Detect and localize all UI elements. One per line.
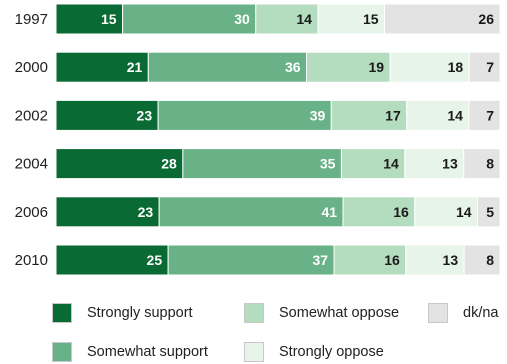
legend-label: Strongly oppose	[279, 344, 384, 360]
legend-item-strongly-oppose: Strongly oppose	[244, 341, 384, 363]
data-label: 21	[127, 59, 143, 75]
data-label: 23	[138, 204, 154, 220]
data-label: 14	[456, 204, 472, 220]
bar-segment	[55, 148, 184, 180]
data-label: 30	[234, 11, 250, 27]
bar-segment	[414, 196, 479, 228]
bar-segment	[463, 148, 501, 180]
bar-segment	[389, 51, 470, 83]
data-label: 37	[312, 252, 328, 268]
bar-segment	[158, 196, 344, 228]
bar-segment	[182, 148, 342, 180]
bar-segment	[55, 99, 159, 131]
legend-item-dk-na: dk/na	[428, 302, 498, 324]
bar-segment	[404, 148, 465, 180]
data-label: 25	[147, 252, 163, 268]
legend-label: dk/na	[463, 305, 499, 321]
data-label: 41	[321, 204, 337, 220]
bar-segment	[306, 51, 391, 83]
bar-segment	[55, 244, 169, 276]
data-label: 28	[161, 156, 177, 172]
bar-segment	[333, 244, 407, 276]
legend-label: Strongly support	[87, 305, 193, 321]
data-label: 16	[384, 252, 400, 268]
data-label: 7	[486, 59, 494, 75]
bar-segment	[384, 3, 501, 35]
legend-item-strongly-support: Strongly support	[52, 302, 193, 324]
y-tick-label: 2004	[15, 156, 48, 173]
data-label: 18	[448, 59, 464, 75]
legend-item-somewhat-support: Somewhat support	[52, 341, 208, 363]
bar-segment	[122, 3, 257, 35]
y-tick-label: 2002	[15, 107, 48, 124]
data-label: 8	[486, 156, 494, 172]
data-label: 14	[447, 107, 463, 123]
data-label: 35	[320, 156, 336, 172]
data-label: 19	[369, 59, 385, 75]
y-tick-label: 1997	[15, 11, 48, 28]
data-label: 5	[486, 204, 494, 220]
legend-swatch	[52, 342, 72, 362]
data-label: 36	[285, 59, 301, 75]
bar-segment	[468, 51, 501, 83]
data-label: 17	[385, 107, 401, 123]
y-tick-label: 2006	[15, 204, 48, 221]
bar-segment	[157, 99, 332, 131]
y-tick-label: 2000	[15, 59, 48, 76]
chart-legend: Strongly support Somewhat oppose dk/na S…	[52, 300, 507, 364]
data-label: 15	[363, 11, 379, 27]
legend-swatch	[244, 342, 264, 362]
bar-segment	[340, 148, 406, 180]
bar-segment	[167, 244, 335, 276]
stacked-bar-chart: 1997 15 30 14 15 26 2000 21 36 19 18 7 2002 23 39 17 14 7…	[15, 3, 501, 276]
bar-segment	[330, 99, 408, 131]
data-label: 14	[383, 156, 399, 172]
data-label: 13	[442, 156, 458, 172]
bar-segment	[342, 196, 416, 228]
data-label: 8	[486, 252, 494, 268]
legend-item-somewhat-oppose: Somewhat oppose	[244, 302, 399, 324]
legend-label: Somewhat support	[87, 344, 208, 360]
bar-segment	[147, 51, 308, 83]
data-label: 13	[443, 252, 459, 268]
bar-segment	[55, 3, 124, 35]
data-label: 14	[296, 11, 312, 27]
data-label: 23	[137, 107, 153, 123]
bar-segment	[255, 3, 319, 35]
y-tick-label: 2010	[15, 252, 48, 269]
legend-swatch	[244, 303, 264, 323]
legend-swatch	[52, 303, 72, 323]
bar-segment	[477, 196, 501, 228]
bar-segment	[463, 244, 501, 276]
bar-segment	[468, 99, 501, 131]
legend-swatch	[428, 303, 448, 323]
legend-label: Somewhat oppose	[279, 305, 400, 321]
data-label: 15	[101, 11, 117, 27]
data-label: 16	[393, 204, 409, 220]
data-label: 7	[486, 107, 494, 123]
bar-segment	[55, 51, 149, 83]
data-label: 39	[310, 107, 326, 123]
data-label: 26	[478, 11, 494, 27]
